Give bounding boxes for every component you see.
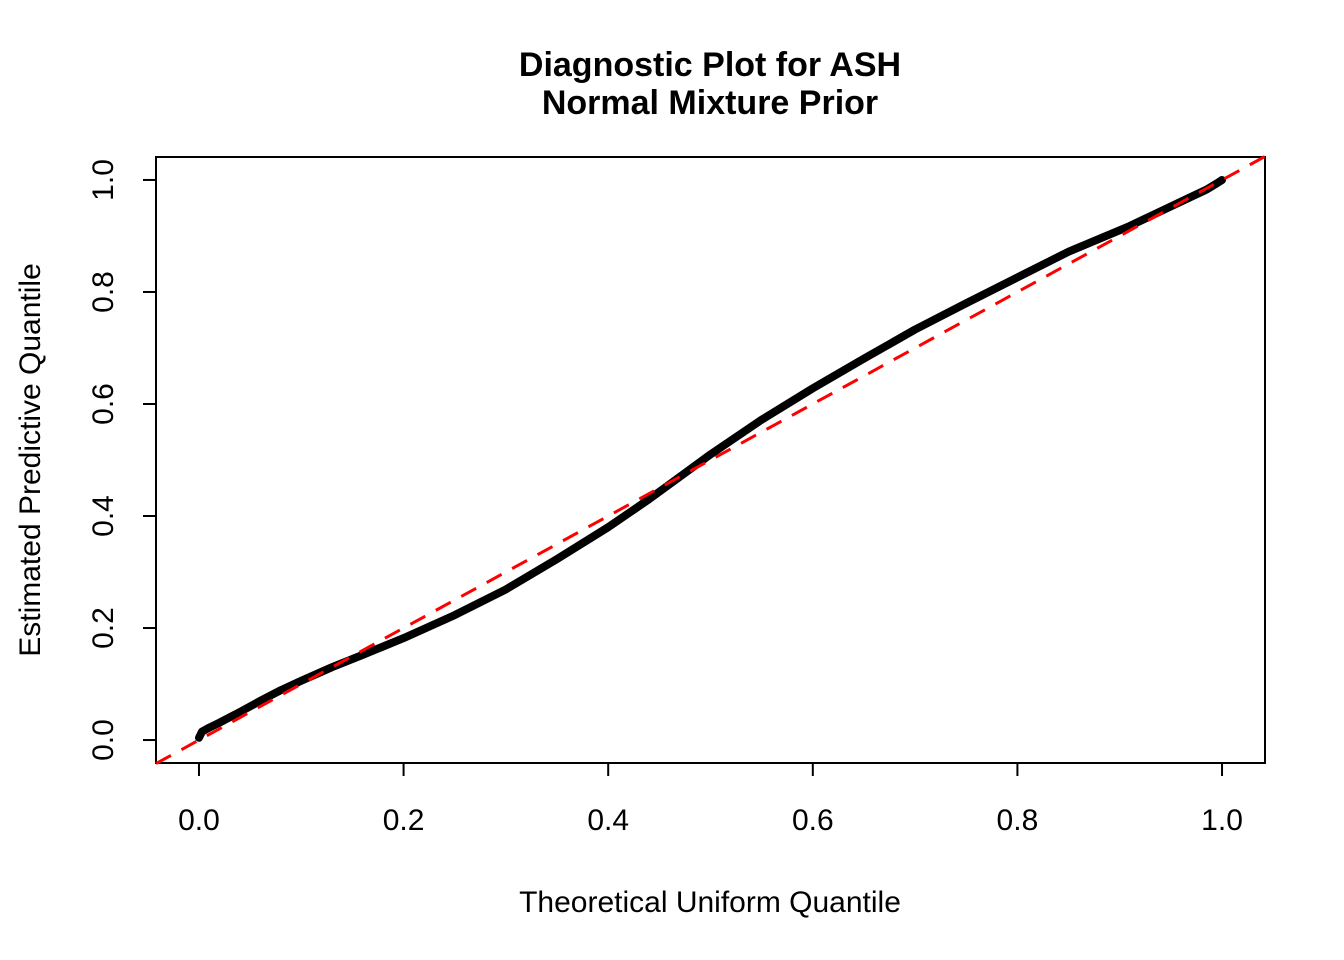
quantile-curve-group [195,176,1226,742]
reference-line-group [155,155,1266,765]
x-axis-tick-label: 0.2 [383,804,425,837]
plot-title-line2: Normal Mixture Prior [542,84,878,122]
x-axis-ticks: 0.0 0.2 0.4 0.6 0.8 1.0 [178,763,1243,837]
y-axis-tick-label: 1.0 [87,159,120,201]
estimated-predictive-quantile-curve [195,176,1226,742]
x-axis-title: Theoretical Uniform Quantile [519,886,901,919]
x-axis-tick-label: 0.8 [997,804,1039,837]
x-axis-tick-label: 1.0 [1201,804,1243,837]
y-axis-tick-label: 0.4 [87,495,120,537]
x-axis-tick-label: 0.0 [178,804,220,837]
y-axis-tick-label: 0.0 [87,719,120,761]
y-axis-ticks: 0.0 0.2 0.4 0.6 0.8 1.0 [87,159,156,761]
x-axis-tick-label: 0.4 [587,804,629,837]
y-axis-tick-label: 0.6 [87,383,120,425]
y-axis-tick-label: 0.8 [87,271,120,313]
identity-diagonal [155,155,1266,765]
x-axis-tick-label: 0.6 [792,804,834,837]
plot-box [155,156,1266,764]
y-axis-tick-label: 0.2 [87,607,120,649]
plot-title-line1: Diagnostic Plot for ASH [519,46,901,84]
y-axis-title: Estimated Predictive Quantile [14,263,47,657]
